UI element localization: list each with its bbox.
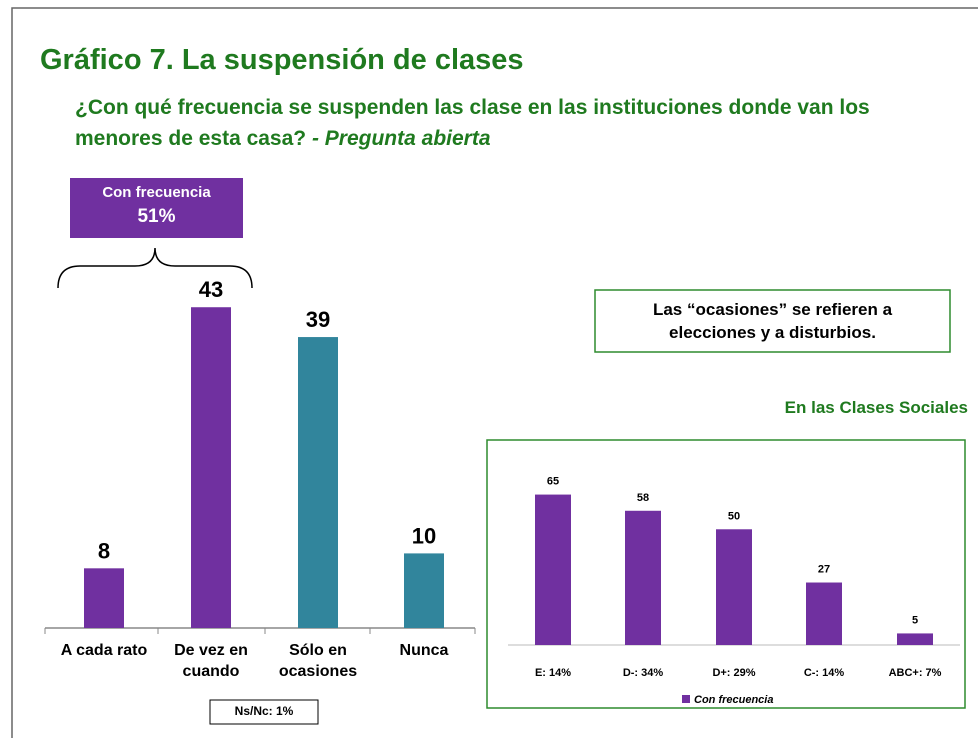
x-tick-label: D+: 29% (712, 667, 755, 679)
bar (897, 633, 933, 645)
x-tick-label: D-: 34% (623, 667, 664, 679)
footnote: Ns/Nc: 1% (234, 704, 294, 718)
x-tick-label: ABC+: 7% (889, 667, 942, 679)
bar (191, 307, 231, 628)
note-box (594, 289, 951, 353)
frame (11, 7, 978, 738)
callout-value: 51% (137, 206, 176, 227)
bar (535, 494, 571, 645)
value-label: 58 (637, 492, 649, 504)
bar (806, 582, 842, 645)
x-tick-label: Sólo en ocasiones (278, 642, 358, 680)
x-tick-label: E: 14% (535, 667, 571, 679)
bar (625, 510, 661, 645)
note-line: elecciones y a disturbios. (669, 323, 876, 342)
callout-label: Con frecuencia (102, 184, 211, 201)
value-label: 65 (547, 476, 559, 488)
subtitle: ¿Con qué frecuencia se suspenden las cla… (75, 92, 955, 154)
value-label: 50 (728, 510, 740, 522)
bracket (57, 247, 253, 289)
value-label: 39 (306, 307, 330, 332)
x-tick-label: A cada rato (60, 642, 148, 659)
x-tick-label: C-: 14% (804, 667, 845, 679)
note-line: Las “ocasiones” se refieren a (652, 300, 893, 319)
note: Las “ocasiones” se refieren a elecciones … (595, 298, 950, 344)
value-label: 5 (912, 614, 918, 626)
value-label: 8 (98, 538, 110, 563)
x-tick-label: Nunca (399, 642, 449, 659)
bar (84, 568, 124, 628)
legend-label: Con frecuencia (694, 694, 773, 706)
bar (716, 529, 752, 645)
callout-box (70, 178, 243, 238)
subtitle-text: ¿Con qué frecuencia se suspenden las cla… (75, 96, 870, 150)
subtitle-note: - Pregunta abierta (311, 127, 491, 150)
bar (298, 337, 338, 628)
title: Gráfico 7. La suspensión de clases (40, 44, 524, 76)
inset-title: En las Clases Sociales (784, 398, 968, 417)
value-label: 27 (818, 564, 830, 576)
x-tick-label: De vez en cuando (174, 642, 248, 680)
value-label: 43 (199, 277, 223, 302)
value-label: 10 (412, 523, 436, 548)
bar (404, 553, 444, 628)
legend-swatch (682, 695, 690, 703)
footnote-box (209, 699, 319, 725)
